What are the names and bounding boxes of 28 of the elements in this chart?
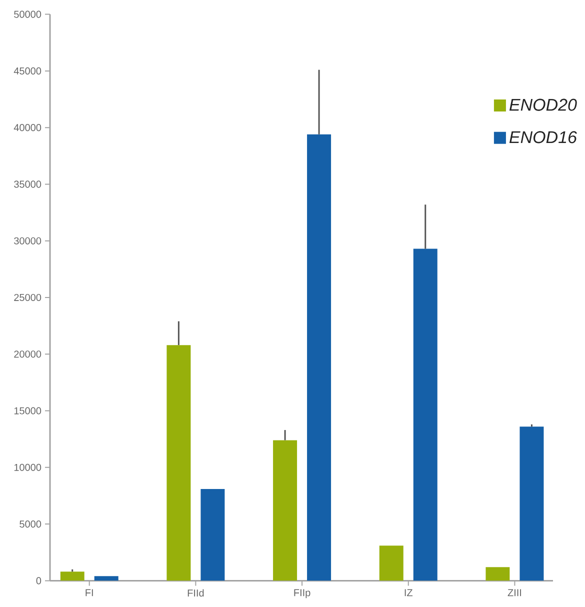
- legend-label: ENOD16: [509, 131, 577, 144]
- x-tick-label: FIId: [188, 589, 204, 597]
- y-tick-label: 40000: [14, 124, 42, 132]
- bar: [60, 572, 84, 581]
- bar: [379, 546, 404, 581]
- legend-label: ENOD20: [509, 98, 577, 111]
- y-tick-label: 35000: [14, 180, 42, 188]
- y-tick-label: 30000: [14, 237, 42, 244]
- bar: [413, 248, 438, 581]
- y-tick-label: 10000: [14, 464, 42, 471]
- x-tick-label: ZIII: [508, 589, 522, 596]
- y-tick-label: 25000: [14, 294, 42, 302]
- y-tick-label: 20000: [14, 350, 42, 358]
- bar: [486, 567, 510, 581]
- bar: [94, 576, 118, 581]
- x-tick-label: FIIp: [294, 589, 310, 598]
- bar: [273, 440, 298, 581]
- y-tick-label: 15000: [14, 407, 42, 414]
- bar: [307, 134, 332, 581]
- y-tick-label: 0: [36, 577, 42, 584]
- bar: [200, 488, 225, 581]
- y-tick-label: 5000: [20, 520, 42, 528]
- bar: [166, 345, 191, 581]
- x-tick-label: FI: [86, 589, 93, 596]
- y-tick-label: 45000: [14, 67, 42, 74]
- bar: [520, 426, 544, 581]
- x-tick-label: IZ: [404, 589, 413, 596]
- y-tick-label: 50000: [14, 10, 42, 18]
